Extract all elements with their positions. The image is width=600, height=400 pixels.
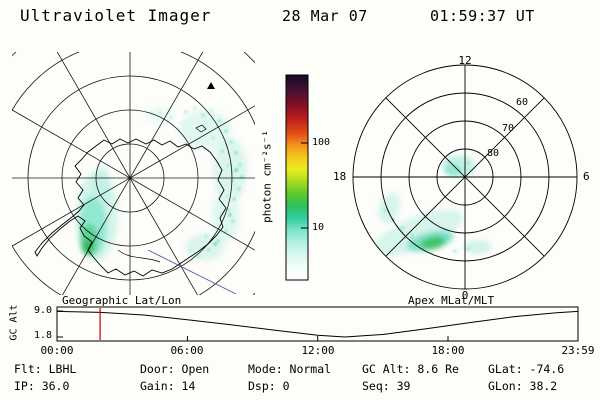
xtick-0600: 06:00 [170, 344, 204, 357]
gc-alt-ytick-bottom: 1.8 [33, 330, 52, 341]
mlat-70-label: 70 [502, 123, 515, 134]
status-door: Door: Open [140, 362, 210, 376]
status-glon: GLon: 38.2 [488, 379, 558, 393]
status-seq: Seq: 39 [362, 379, 411, 393]
antarctica-coastline [34, 138, 227, 277]
geographic-plot [12, 52, 255, 295]
date-label: 28 Mar 07 [282, 7, 368, 25]
marker-triangle [207, 82, 215, 89]
xtick-0000: 00:00 [40, 344, 74, 357]
status-gc-alt: GC Alt: 8.6 Re [362, 362, 459, 376]
mlt-0-label: 0 [461, 289, 469, 302]
gc-alt-panel [56, 306, 579, 342]
mlt-12-label: 12 [458, 54, 472, 67]
xtick-2359: 23:59 [561, 344, 595, 357]
geographic-grid [12, 52, 255, 295]
apex-grid [352, 64, 578, 290]
island-outline [195, 124, 207, 133]
xtick-1800: 18:00 [431, 344, 465, 357]
colorbar-tick-label-100: 100 [312, 137, 331, 148]
colorbar-gradient [285, 74, 309, 281]
gc-alt-ytick-top: 9.0 [33, 305, 52, 316]
mlt-6-label: 6 [583, 170, 590, 183]
status-glat: GLat: -74.6 [488, 362, 565, 376]
xtick-1200: 12:00 [301, 344, 335, 357]
ice-shelf-line [117, 249, 161, 263]
colorbar-axis-label: photon cm⁻²s⁻¹ [260, 130, 274, 223]
gc-alt-curve [56, 310, 579, 338]
time-label: 01:59:37 UT [430, 7, 535, 25]
colorbar [285, 74, 309, 281]
terminator-line [147, 249, 237, 295]
instrument-title: Ultraviolet Imager [20, 6, 212, 25]
colorbar-tick-label-10: 10 [312, 222, 325, 233]
status-gain: Gain: 14 [140, 379, 196, 393]
gc-alt-axis-label: GC Alt [8, 304, 20, 341]
apex-caption: Apex MLat/MLT [408, 294, 495, 307]
status-flt: Flt: LBHL [14, 362, 77, 376]
mlt-18-label: 18 [333, 170, 347, 183]
status-dsp: Dsp: 0 [248, 379, 290, 393]
status-mode: Mode: Normal [248, 362, 332, 376]
gc-alt-axis-ticks [57, 310, 449, 341]
apex-plot [352, 64, 578, 290]
dusk-emission-blob [76, 167, 118, 260]
apex-emission [373, 155, 492, 257]
status-ip: IP: 36.0 [14, 379, 70, 393]
geographic-caption: Geographic Lat/Lon [62, 294, 182, 307]
gc-alt-frame [56, 306, 579, 342]
mlat-60-label: 60 [516, 97, 529, 108]
mlat-80-label: 80 [487, 148, 500, 159]
